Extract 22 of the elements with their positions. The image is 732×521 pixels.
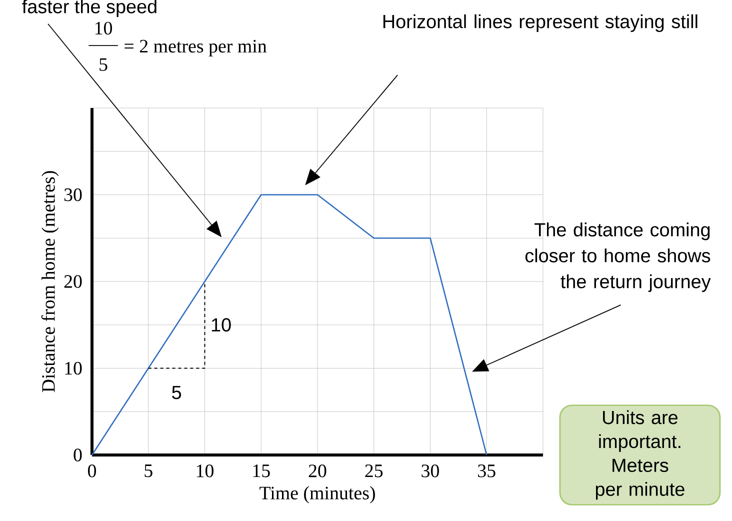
x-tick-label: 25 xyxy=(365,464,383,478)
y-tick-label: 10 xyxy=(65,362,82,375)
text: = 2 metres per min xyxy=(124,40,267,56)
y-tick-label: 30 xyxy=(64,188,82,202)
annotation: The distance coming closer to home shows the return journey xyxy=(525,222,711,292)
annotation: 10 xyxy=(212,318,231,332)
x-tick-label: 35 xyxy=(478,464,496,478)
x-tick-label: 10 xyxy=(196,464,214,478)
text: Units are important. Meters per minute xyxy=(596,410,684,500)
x-tick-label: 20 xyxy=(308,464,326,478)
y-tick-label: 0 xyxy=(74,448,82,462)
x-tick-label: 5 xyxy=(144,464,152,478)
x-tick-label: 15 xyxy=(253,464,270,478)
x-tick-label: 30 xyxy=(422,464,439,478)
x-tick-label: 0 xyxy=(88,464,96,478)
text: 5 xyxy=(100,58,108,71)
x-axis-title: Time (minutes) xyxy=(260,486,375,504)
annotation: 5 xyxy=(172,386,182,400)
text: Horizontal lines represent staying still xyxy=(383,14,698,32)
text: 10 xyxy=(95,22,112,35)
y-tick-label: 20 xyxy=(64,275,82,288)
y-axis-title: Distance from home (metres) xyxy=(41,171,59,392)
